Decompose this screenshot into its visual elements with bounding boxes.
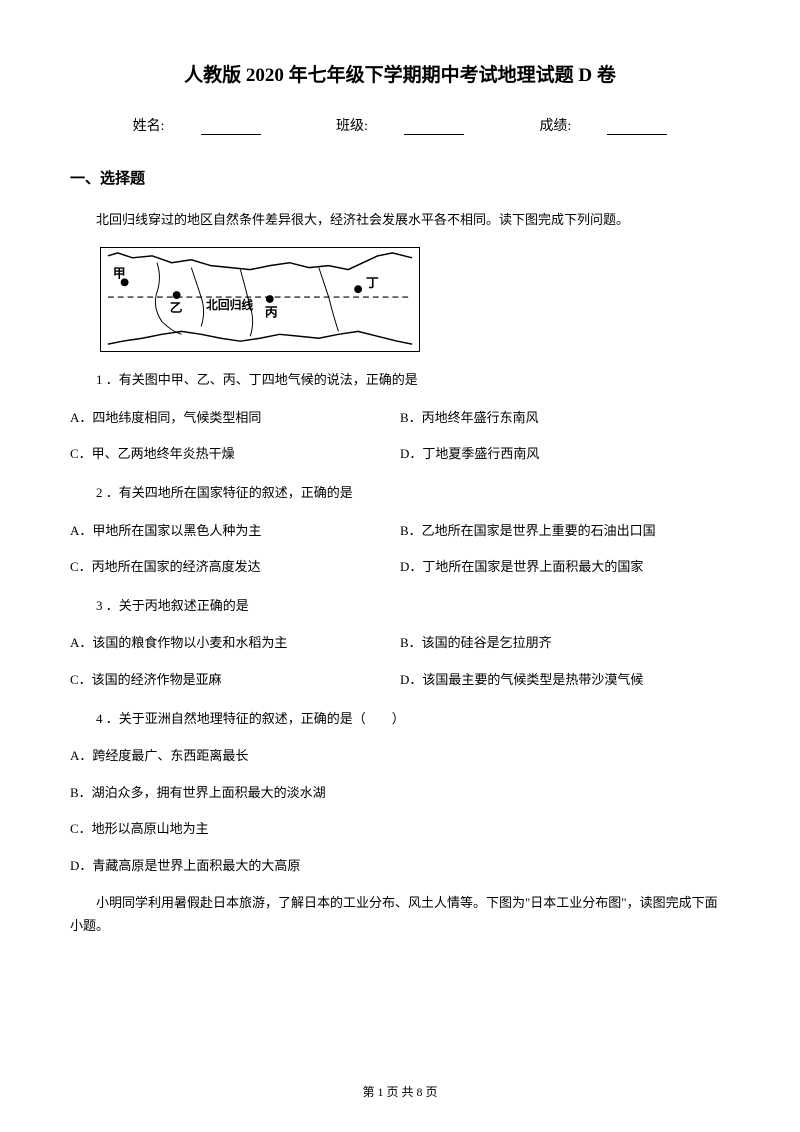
question-4: 4 ．关于亚洲自然地理特征的叙述，正确的是（ ） bbox=[70, 707, 730, 730]
exam-title: 人教版 2020 年七年级下学期期中考试地理试题 D 卷 bbox=[70, 60, 730, 87]
q3-optC: C．该国的经济作物是亚麻 bbox=[70, 668, 400, 693]
map-label-bing: 丙 bbox=[265, 306, 278, 320]
map-figure: 甲 乙 丙 丁 北回归线 bbox=[100, 247, 420, 352]
q4-optA: A．跨经度最广、东西距离最长 bbox=[70, 744, 730, 769]
question-3: 3 ．关于丙地叙述正确的是 bbox=[70, 594, 730, 617]
class-field: 班级: bbox=[318, 119, 482, 134]
intro-text-1: 北回归线穿过的地区自然条件差异很大，经济社会发展水平各不相同。读下图完成下列问题… bbox=[70, 208, 730, 231]
q1-optB: B．丙地终年盛行东南风 bbox=[400, 406, 730, 431]
q1-optA: A．四地纬度相同，气候类型相同 bbox=[70, 406, 400, 431]
name-field: 姓名: bbox=[115, 119, 279, 134]
q2-optD: D．丁地所在国家是世界上面积最大的国家 bbox=[400, 555, 730, 580]
q1-options-row2: C．甲、乙两地终年炎热干燥 D．丁地夏季盛行西南风 bbox=[70, 442, 730, 467]
q3-optD: D．该国最主要的气候类型是热带沙漠气候 bbox=[400, 668, 730, 693]
q2-optB: B．乙地所在国家是世界上重要的石油出口国 bbox=[400, 519, 730, 544]
section-header: 一、选择题 bbox=[70, 167, 730, 188]
score-field: 成绩: bbox=[521, 119, 685, 134]
q4-optC: C．地形以高原山地为主 bbox=[70, 817, 730, 842]
map-label-yi: 乙 bbox=[170, 301, 183, 315]
q1-optC: C．甲、乙两地终年炎热干燥 bbox=[70, 442, 400, 467]
map-label-jia: 甲 bbox=[113, 267, 126, 281]
q2-options-row1: A．甲地所在国家以黑色人种为主 B．乙地所在国家是世界上重要的石油出口国 bbox=[70, 519, 730, 544]
q3-options-row1: A．该国的粮食作物以小麦和水稻为主 B．该国的硅谷是乞拉朋齐 bbox=[70, 631, 730, 656]
q4-optD: D．青藏高原是世界上面积最大的大高原 bbox=[70, 854, 730, 879]
question-1: 1 ．有关图中甲、乙、丙、丁四地气候的说法，正确的是 bbox=[70, 368, 730, 391]
q2-optA: A．甲地所在国家以黑色人种为主 bbox=[70, 519, 400, 544]
info-line: 姓名: 班级: 成绩: bbox=[70, 115, 730, 135]
q2-options-row2: C．丙地所在国家的经济高度发达 D．丁地所在国家是世界上面积最大的国家 bbox=[70, 555, 730, 580]
q1-options-row1: A．四地纬度相同，气候类型相同 B．丙地终年盛行东南风 bbox=[70, 406, 730, 431]
q3-optA: A．该国的粮食作物以小麦和水稻为主 bbox=[70, 631, 400, 656]
page-footer: 第 1 页 共 8 页 bbox=[0, 1083, 800, 1100]
q4-optB: B．湖泊众多，拥有世界上面积最大的淡水湖 bbox=[70, 781, 730, 806]
map-tropic-label: 北回归线 bbox=[206, 298, 253, 312]
q3-optB: B．该国的硅谷是乞拉朋齐 bbox=[400, 631, 730, 656]
q1-optD: D．丁地夏季盛行西南风 bbox=[400, 442, 730, 467]
q3-options-row2: C．该国的经济作物是亚麻 D．该国最主要的气候类型是热带沙漠气候 bbox=[70, 668, 730, 693]
intro-text-2: 小明同学利用暑假赴日本旅游，了解日本的工业分布、风土人情等。下图为"日本工业分布… bbox=[70, 891, 730, 938]
question-2: 2 ．有关四地所在国家特征的叙述，正确的是 bbox=[70, 481, 730, 504]
q2-optC: C．丙地所在国家的经济高度发达 bbox=[70, 555, 400, 580]
map-label-ding: 丁 bbox=[366, 277, 379, 291]
